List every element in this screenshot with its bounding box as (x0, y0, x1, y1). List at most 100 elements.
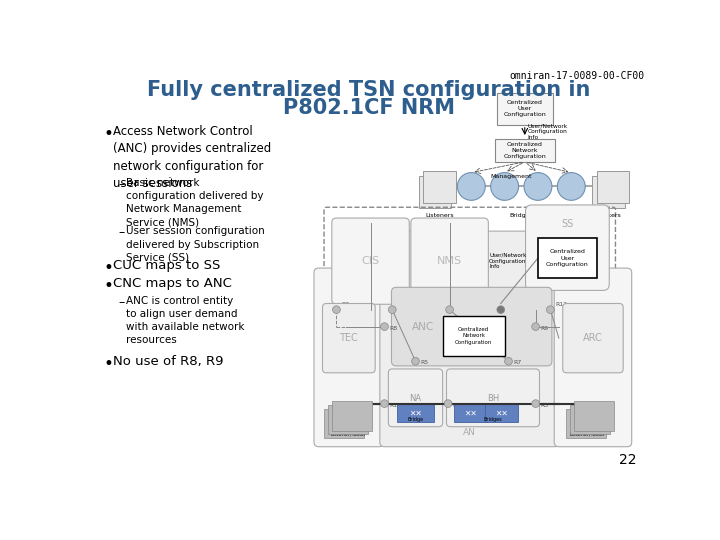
Text: 22: 22 (619, 453, 636, 467)
Text: SS: SS (562, 219, 574, 229)
FancyBboxPatch shape (563, 303, 624, 373)
Text: AR: AR (587, 428, 599, 437)
Bar (566, 409, 606, 438)
Text: R9: R9 (540, 326, 549, 330)
FancyBboxPatch shape (388, 369, 443, 427)
Text: User/Network
Configuration
Info: User/Network Configuration Info (489, 253, 526, 269)
Circle shape (546, 306, 554, 314)
Text: ANC is control entity
to align user demand
with available network
resources: ANC is control entity to align user dema… (126, 296, 244, 346)
Bar (570, 405, 610, 434)
Circle shape (532, 323, 539, 330)
Text: Bridge: Bridge (408, 417, 423, 422)
Bar (324, 409, 364, 438)
Text: No use of R8, R9: No use of R8, R9 (113, 355, 224, 368)
Bar (495, 139, 555, 162)
Circle shape (557, 173, 585, 200)
Text: R2: R2 (341, 301, 349, 307)
Circle shape (444, 400, 452, 408)
Text: User/Network
Configuration
Info: User/Network Configuration Info (528, 124, 568, 140)
FancyBboxPatch shape (323, 303, 375, 373)
Text: •: • (104, 278, 114, 295)
FancyBboxPatch shape (554, 268, 631, 447)
Text: •: • (104, 259, 114, 277)
FancyBboxPatch shape (332, 218, 409, 304)
Text: P802.1CF NRM: P802.1CF NRM (283, 98, 455, 118)
FancyBboxPatch shape (411, 218, 488, 304)
Circle shape (381, 323, 388, 330)
Text: Fully centralized TSN configuration in: Fully centralized TSN configuration in (148, 80, 590, 100)
Text: CUC maps to SS: CUC maps to SS (113, 259, 220, 272)
Bar (574, 401, 614, 430)
Text: omniran-17-0089-00-CF00: omniran-17-0089-00-CF00 (509, 71, 644, 81)
Text: R5: R5 (420, 360, 428, 365)
Text: –: – (118, 178, 124, 191)
Text: Access Network Control
(ANC) provides centralized
network configuration for
user: Access Network Control (ANC) provides ce… (113, 125, 271, 191)
Text: TE: TE (343, 428, 354, 437)
Text: Centralized
Network
Configuration: Centralized Network Configuration (503, 141, 546, 159)
Bar (454, 403, 487, 422)
Text: Centralized
Network
Configuration: Centralized Network Configuration (455, 327, 492, 345)
Circle shape (446, 306, 454, 314)
Text: Listener/Talker: Listener/Talker (570, 431, 606, 437)
Bar (423, 171, 456, 204)
Text: NA: NA (410, 394, 422, 403)
Text: TEC: TEC (339, 333, 359, 343)
Bar (497, 92, 553, 125)
FancyBboxPatch shape (526, 205, 609, 291)
Text: R10: R10 (397, 301, 409, 307)
Text: Bridges: Bridges (509, 213, 533, 218)
Bar (418, 176, 451, 208)
Text: •: • (104, 125, 114, 143)
Circle shape (497, 306, 505, 314)
Circle shape (381, 400, 388, 408)
Text: R7: R7 (513, 360, 521, 365)
Bar (328, 405, 368, 434)
Text: –: – (118, 226, 124, 240)
Bar (597, 171, 629, 204)
Text: CNC maps to ANC: CNC maps to ANC (113, 278, 232, 291)
Text: CIS: CIS (361, 256, 379, 266)
Bar (443, 316, 505, 356)
Bar (538, 238, 597, 278)
Text: Centralized
User
Configuration: Centralized User Configuration (546, 249, 589, 267)
FancyBboxPatch shape (446, 369, 539, 427)
Bar (397, 403, 434, 422)
Text: Basic network
configuration delivered by
Network Management
Service (NMS): Basic network configuration delivered by… (126, 178, 263, 227)
Text: ANC: ANC (412, 322, 434, 332)
Circle shape (524, 173, 552, 200)
Circle shape (490, 173, 518, 200)
Text: R6: R6 (453, 403, 461, 408)
Text: R11: R11 (454, 301, 467, 307)
FancyBboxPatch shape (380, 231, 559, 447)
Text: •: • (104, 355, 114, 373)
Text: Listeners: Listeners (426, 213, 454, 218)
Text: User session configuration
delivered by Subscription
Service (SS): User session configuration delivered by … (126, 226, 264, 263)
FancyBboxPatch shape (392, 287, 552, 366)
Bar (332, 401, 372, 430)
Text: –: – (118, 296, 124, 309)
Text: ✕✕: ✕✕ (495, 408, 508, 417)
Circle shape (333, 306, 341, 314)
Text: R4: R4 (505, 301, 513, 307)
Text: R12: R12 (555, 301, 567, 307)
Bar (593, 176, 625, 208)
Text: Listener/Talker: Listener/Talker (331, 431, 367, 437)
Circle shape (457, 173, 485, 200)
Circle shape (505, 357, 513, 365)
Circle shape (532, 400, 539, 408)
Bar (485, 403, 518, 422)
Text: ✕✕: ✕✕ (464, 408, 477, 417)
Text: R3: R3 (540, 403, 549, 408)
Text: R1: R1 (389, 403, 397, 408)
Text: BH: BH (487, 394, 499, 403)
Text: NMS: NMS (437, 256, 462, 266)
Text: R8: R8 (389, 326, 397, 330)
Text: Management: Management (490, 174, 531, 179)
FancyBboxPatch shape (314, 268, 384, 447)
Text: ARC: ARC (583, 333, 603, 343)
Text: AN: AN (463, 428, 476, 437)
Text: Bridges: Bridges (484, 417, 503, 422)
Text: Talkers: Talkers (600, 213, 621, 218)
Text: Centralized
User
Configuration: Centralized User Configuration (503, 100, 546, 117)
Circle shape (412, 357, 419, 365)
